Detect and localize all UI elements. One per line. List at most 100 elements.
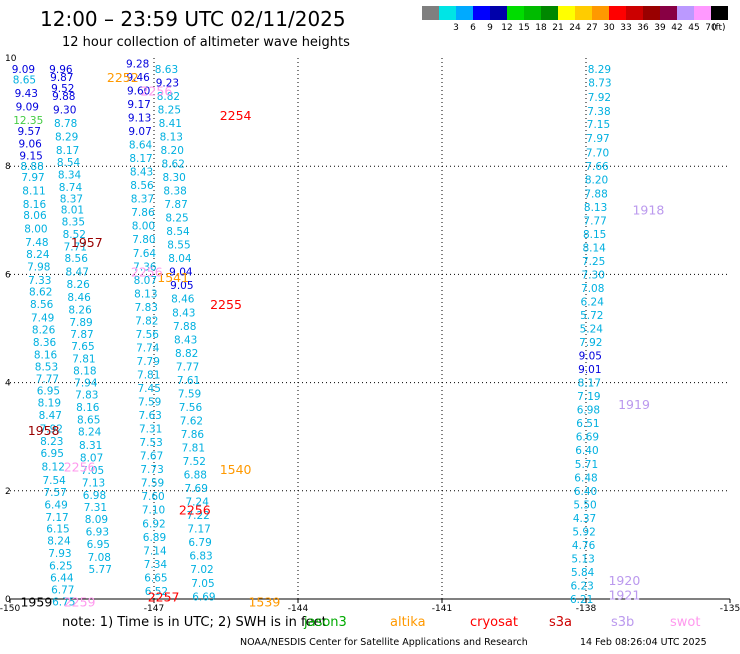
wave-height-label: 6.25 [49,560,72,572]
satellite-legend-item: altika [390,615,426,630]
wave-height-label: 5.92 [572,526,595,538]
wave-height-label: 5.84 [571,567,595,579]
wave-height-label: 7.08 [581,283,604,295]
colorbar-tick-label: 18 [535,23,547,33]
wave-height-label: 8.14 [582,242,606,254]
wave-height-label: 8.34 [58,169,82,181]
satellite-legend-item: jason3 [303,615,347,630]
wave-height-label: 6.15 [46,524,69,536]
wave-height-label: 8.78 [54,118,77,130]
x-tick-label: -138 [576,604,597,614]
wave-height-label: 9.13 [128,113,151,125]
y-tick-label: 6 [5,270,11,280]
pass-time-label: 2256 [64,459,96,474]
wave-height-label: 7.17 [187,524,210,536]
axes: -150 -147 -144 -141 -138 -135 0 2 4 6 8 10 [0,54,740,614]
footer-note: note: 1) Time is in UTC; 2) SWH is in fe… [62,615,327,630]
wave-height-label: 6.52 [145,586,168,598]
wave-height-label: 8.25 [165,213,188,225]
wave-height-label: 8.41 [159,118,182,130]
colorbar-tick-label: 3 [453,23,459,33]
wave-height-label: 8.00 [24,223,47,235]
colorbar-swatch [660,6,677,20]
wave-height-label: 7.45 [138,383,161,395]
wave-height-label: 5.77 [89,564,112,576]
wave-height-label: 5.50 [573,499,596,511]
wave-height-label: 8.01 [61,204,84,216]
wave-height-label: 7.05 [81,465,104,477]
wave-height-label: 9.01 [578,364,601,376]
wave-height-label: 8.17 [56,145,79,157]
wave-height-label: 6.49 [44,499,67,511]
wave-height-label: 8.17 [578,378,601,390]
wave-height-label: 7.70 [586,148,609,160]
wave-height-label: 7.53 [139,437,162,449]
colorbar-swatch [507,6,524,20]
pass-time-label: 1957 [71,235,103,250]
wave-height-label: 6.95 [41,448,64,460]
wave-height-label: 6.48 [574,472,597,484]
wave-height-label: 7.77 [176,361,199,373]
wave-height-label: 7.66 [585,161,609,173]
colorbar-swatch [711,6,728,20]
wave-height-label: 6.98 [83,490,106,502]
wave-height-label: 6.40 [574,486,597,498]
wave-height-label: 9.52 [51,83,74,95]
wave-height-label: 7.22 [186,510,209,522]
wave-height-label: 9.87 [50,72,73,84]
pass-time-label: 1918 [632,202,664,217]
wave-height-label: 7.59 [178,388,201,400]
wave-height-label: 8.17 [129,153,152,165]
wave-height-label: 8.63 [155,64,178,76]
wave-height-label: 8.15 [583,229,606,241]
colorbar-swatch [558,6,575,20]
wave-height-label: 6.98 [577,405,600,417]
wave-height-label: 8.04 [168,253,192,265]
pass-time-label: 1540 [220,462,252,477]
satellite-legend: jason3 altika cryosat s3a s3b swot [303,615,700,630]
colorbar-swatch [677,6,694,20]
wave-height-label: 7.62 [180,415,203,427]
wave-height-label: 8.24 [26,249,50,261]
wave-height-label: 7.59 [138,397,161,409]
colorbar-swatch [609,6,626,20]
wave-height-label: 6.75 [52,597,75,609]
wave-height-label: 8.23 [40,436,63,448]
wave-height-label: 7.52 [183,456,206,468]
pass-time-label: 1921 [608,588,640,603]
wave-height-label: 8.35 [62,216,85,228]
wave-height-label: 7.88 [584,188,607,200]
wave-height-label: 6.44 [50,572,74,584]
wave-height-label: 6.88 [184,470,207,482]
pass-time-label: 1959 [20,595,52,610]
y-tick-label: 0 [5,595,11,605]
wave-height-label: 7.89 [69,317,92,329]
pass-time-label: 2256 [131,265,163,280]
colorbar-swatch [473,6,490,20]
wave-height-label: 9.43 [15,88,38,100]
wave-height-label: 7.79 [137,356,160,368]
wave-height-label: 8.18 [73,366,96,378]
wave-height-label: 7.98 [27,261,50,273]
wave-height-label: 8.64 [129,140,153,152]
wave-height-label: 7.81 [137,369,160,381]
wave-height-label: 8.73 [588,77,611,89]
wave-height-label: 8.19 [38,398,61,410]
wave-height-label: 7.82 [135,315,158,327]
wave-height-label: 7.08 [88,552,111,564]
wave-height-label: 8.47 [66,267,89,279]
wave-height-label: 7.10 [142,505,165,517]
wave-height-label: 8.16 [23,199,47,211]
wave-height-label: 8.06 [23,210,47,222]
wave-height-label: 5.13 [571,553,594,565]
wave-height-label: 7.88 [173,321,196,333]
wave-height-label: 8.82 [175,348,198,360]
wave-height-label: 8.55 [167,240,190,252]
wave-height-label: 8.52 [63,229,86,241]
wave-height-label: 7.31 [84,502,107,514]
wave-height-label: 7.15 [587,119,610,131]
wave-height-labels: 9.098.659.439.0912.359.579.069.158.887.9… [12,58,612,608]
wave-height-label: 7.34 [144,559,168,571]
wave-height-label: 7.80 [132,234,155,246]
